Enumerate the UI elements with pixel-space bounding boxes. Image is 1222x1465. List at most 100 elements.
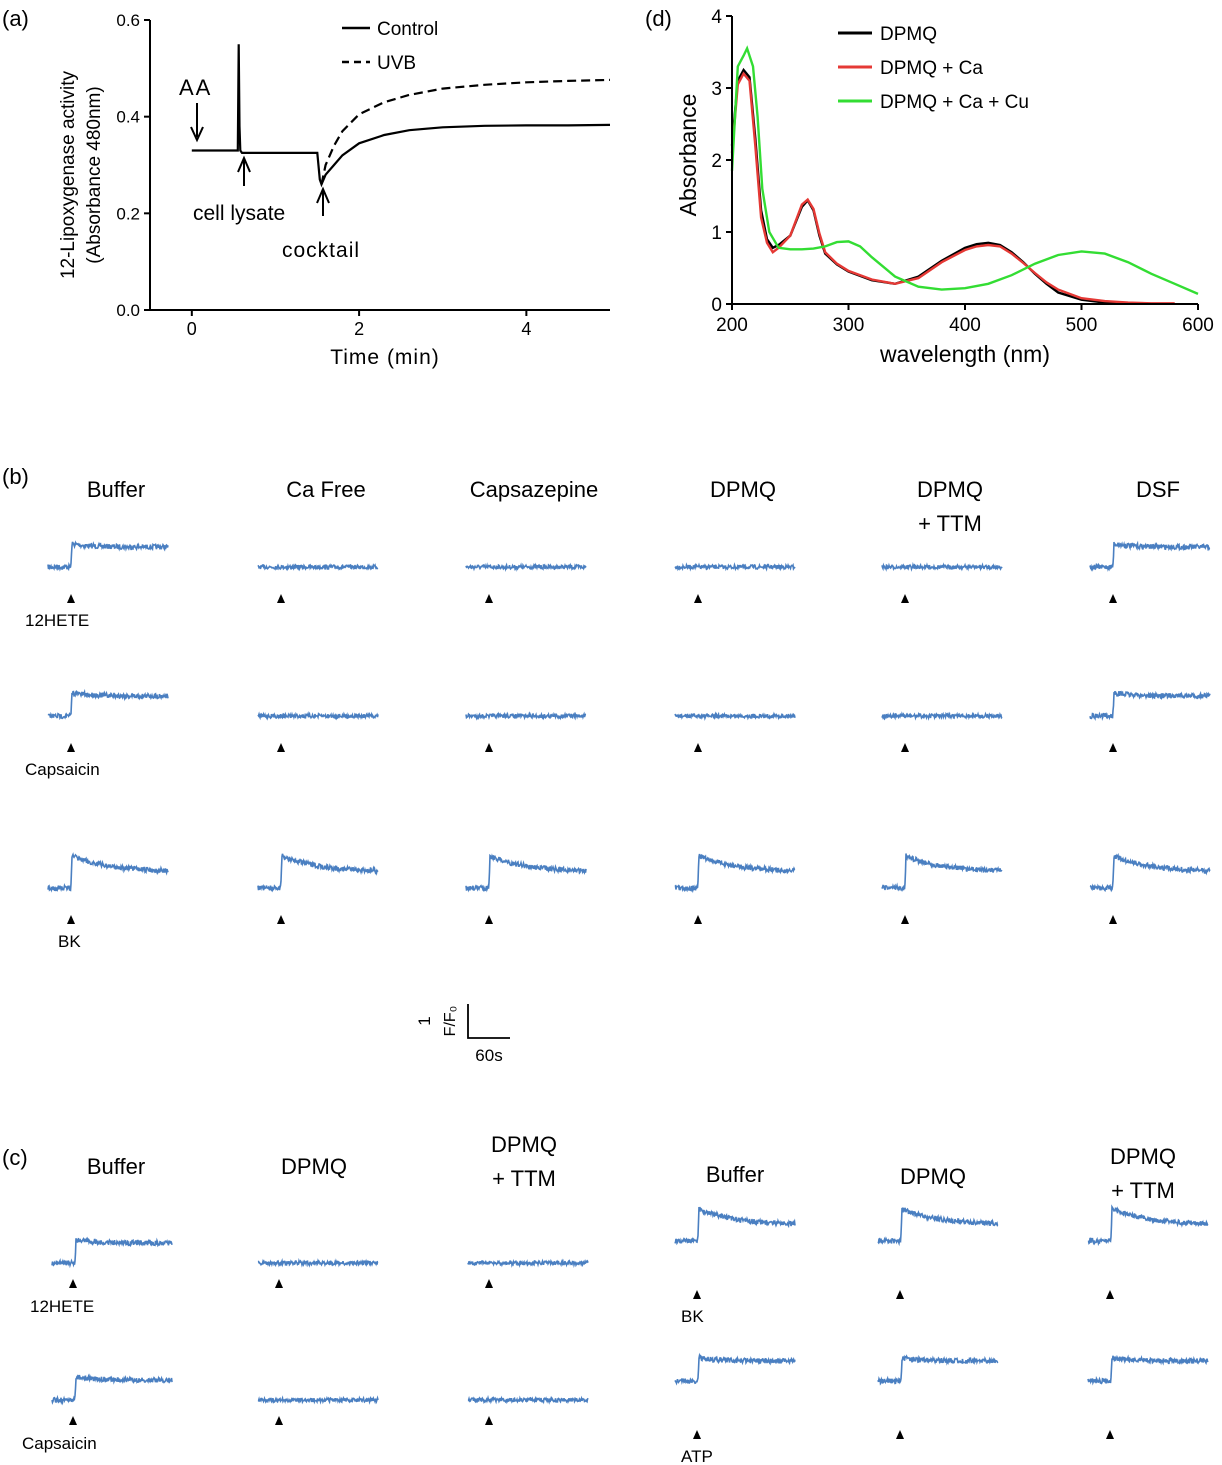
calcium-trace [257, 711, 379, 721]
y-tick-label: 3 [711, 79, 722, 100]
series-line-control [191, 44, 611, 188]
stimulus-marker [67, 915, 75, 924]
scale-bar: 1 F/F₀ 60s [415, 1004, 510, 1065]
y-tick-label: 4 [711, 7, 722, 28]
calcium-trace [467, 1394, 589, 1405]
y-axis-label-line1: 12-Lipoxygenase activity [58, 70, 79, 279]
stimulus-marker [901, 594, 909, 603]
calcium-trace [257, 853, 379, 893]
stimulus-marker [485, 594, 493, 603]
stimulus-marker [69, 1416, 77, 1425]
x-tick-label: 300 [833, 315, 865, 336]
stimulus-marker [1109, 743, 1117, 752]
calcium-trace [465, 562, 587, 572]
calcium-trace [47, 688, 169, 721]
stimulus-label: 12HETE [25, 611, 89, 630]
arrow-cell-lysate [237, 155, 251, 186]
stimulus-marker [275, 1416, 283, 1425]
stimulus-marker [901, 915, 909, 924]
y-tick-label: 1 [711, 223, 722, 244]
column-label: DPMQ [1110, 1144, 1176, 1169]
stimulus-marker [485, 743, 493, 752]
series-line-uvb [320, 78, 611, 185]
calcium-trace [1087, 1204, 1209, 1247]
stimulus-marker [896, 1430, 904, 1439]
stimulus-marker [1109, 915, 1117, 924]
y-tick-label: 0.6 [116, 11, 140, 30]
scale-bar-vertical-value: 1 [415, 1016, 434, 1025]
column-label: DPMQ [900, 1164, 966, 1189]
stimulus-label: 12HETE [30, 1297, 94, 1316]
y-tick-label: 0.2 [116, 204, 140, 223]
stimulus-marker [67, 594, 75, 603]
stimulus-label: Capsaicin [25, 760, 100, 779]
y-axis-label-line2: (Absorbance 480nm) [84, 86, 105, 263]
calcium-trace [674, 562, 796, 572]
series-line [730, 45, 1199, 296]
annotation-cocktail: cocktail [282, 239, 360, 262]
stimulus-marker [485, 915, 493, 924]
calcium-trace [467, 1258, 589, 1268]
x-tick-label: 4 [521, 319, 531, 339]
stimulus-label: BK [58, 932, 81, 951]
calcium-trace [674, 853, 796, 894]
calcium-trace [674, 1352, 796, 1386]
x-tick-label: 0 [187, 319, 197, 339]
y-tick-label: 0.4 [116, 108, 140, 127]
panel-b-calcium-traces: Buffer Ca Free Capsazepine DPMQ DPMQ + TTM DSF… [25, 477, 1211, 951]
x-tick-label: 400 [949, 315, 981, 336]
calcium-trace [257, 1395, 379, 1405]
panel-c-calcium-traces: Buffer DPMQ DPMQ + TTM Buffer DPMQ DPMQ + TTM 12… [22, 1132, 1209, 1465]
arrow-aa [190, 103, 204, 143]
stimulus-marker [277, 915, 285, 924]
panel-label-b: (b) [2, 464, 29, 489]
panel-label-d: (d) [645, 6, 672, 31]
legend-label: DPMQ + Ca [880, 58, 983, 79]
calcium-trace [1089, 853, 1211, 893]
stimulus-marker [1109, 594, 1117, 603]
calcium-trace [881, 561, 1003, 572]
column-label: + TTM [492, 1166, 556, 1191]
legend-label: DPMQ + Ca + Cu [880, 92, 1029, 113]
stimulus-marker [275, 1279, 283, 1288]
chart-a-lipoxygenase: 0.0 0.2 0.4 0.6 0 2 4 Time (min) 12-Lipoxygenase… [58, 11, 611, 369]
stimulus-marker [901, 743, 909, 752]
calcium-trace [257, 562, 379, 572]
stimulus-label: BK [681, 1307, 704, 1326]
calcium-trace [465, 711, 587, 721]
x-tick-label: 2 [354, 319, 364, 339]
calcium-trace [47, 852, 169, 893]
column-label: Capsazepine [470, 477, 598, 502]
column-label: DPMQ [917, 477, 983, 502]
calcium-trace [881, 711, 1003, 721]
calcium-trace [51, 1236, 173, 1269]
annotation-cell-lysate: cell lysate [193, 202, 285, 225]
y-axis-label: Absorbance [675, 94, 701, 217]
legend-label: Control [377, 19, 438, 40]
scale-bar-vertical-unit: F/F₀ [442, 1006, 459, 1037]
series-line [730, 71, 1175, 305]
y-tick-label: 0 [711, 295, 722, 316]
arrow-cocktail [316, 186, 330, 216]
column-label: DPMQ [281, 1154, 347, 1179]
stimulus-label: Capsaicin [22, 1434, 97, 1453]
stimulus-marker [485, 1279, 493, 1288]
x-axis-label: wavelength (nm) [879, 341, 1050, 367]
calcium-trace [674, 1206, 796, 1246]
stimulus-marker [694, 743, 702, 752]
column-label: + TTM [1111, 1178, 1175, 1203]
column-label: Buffer [87, 477, 145, 502]
stimulus-marker [485, 1416, 493, 1425]
stimulus-marker [1106, 1430, 1114, 1439]
stimulus-marker [896, 1290, 904, 1299]
column-label: Ca Free [286, 477, 365, 502]
column-label: + TTM [918, 511, 982, 536]
panel-label-a: (a) [2, 6, 29, 31]
y-tick-label: 2 [711, 151, 722, 172]
scale-bar-horizontal-value: 60s [475, 1046, 502, 1065]
calcium-trace [877, 1207, 999, 1247]
column-label: DPMQ [710, 477, 776, 502]
stimulus-marker [1106, 1290, 1114, 1299]
x-tick-label: 500 [1066, 315, 1098, 336]
